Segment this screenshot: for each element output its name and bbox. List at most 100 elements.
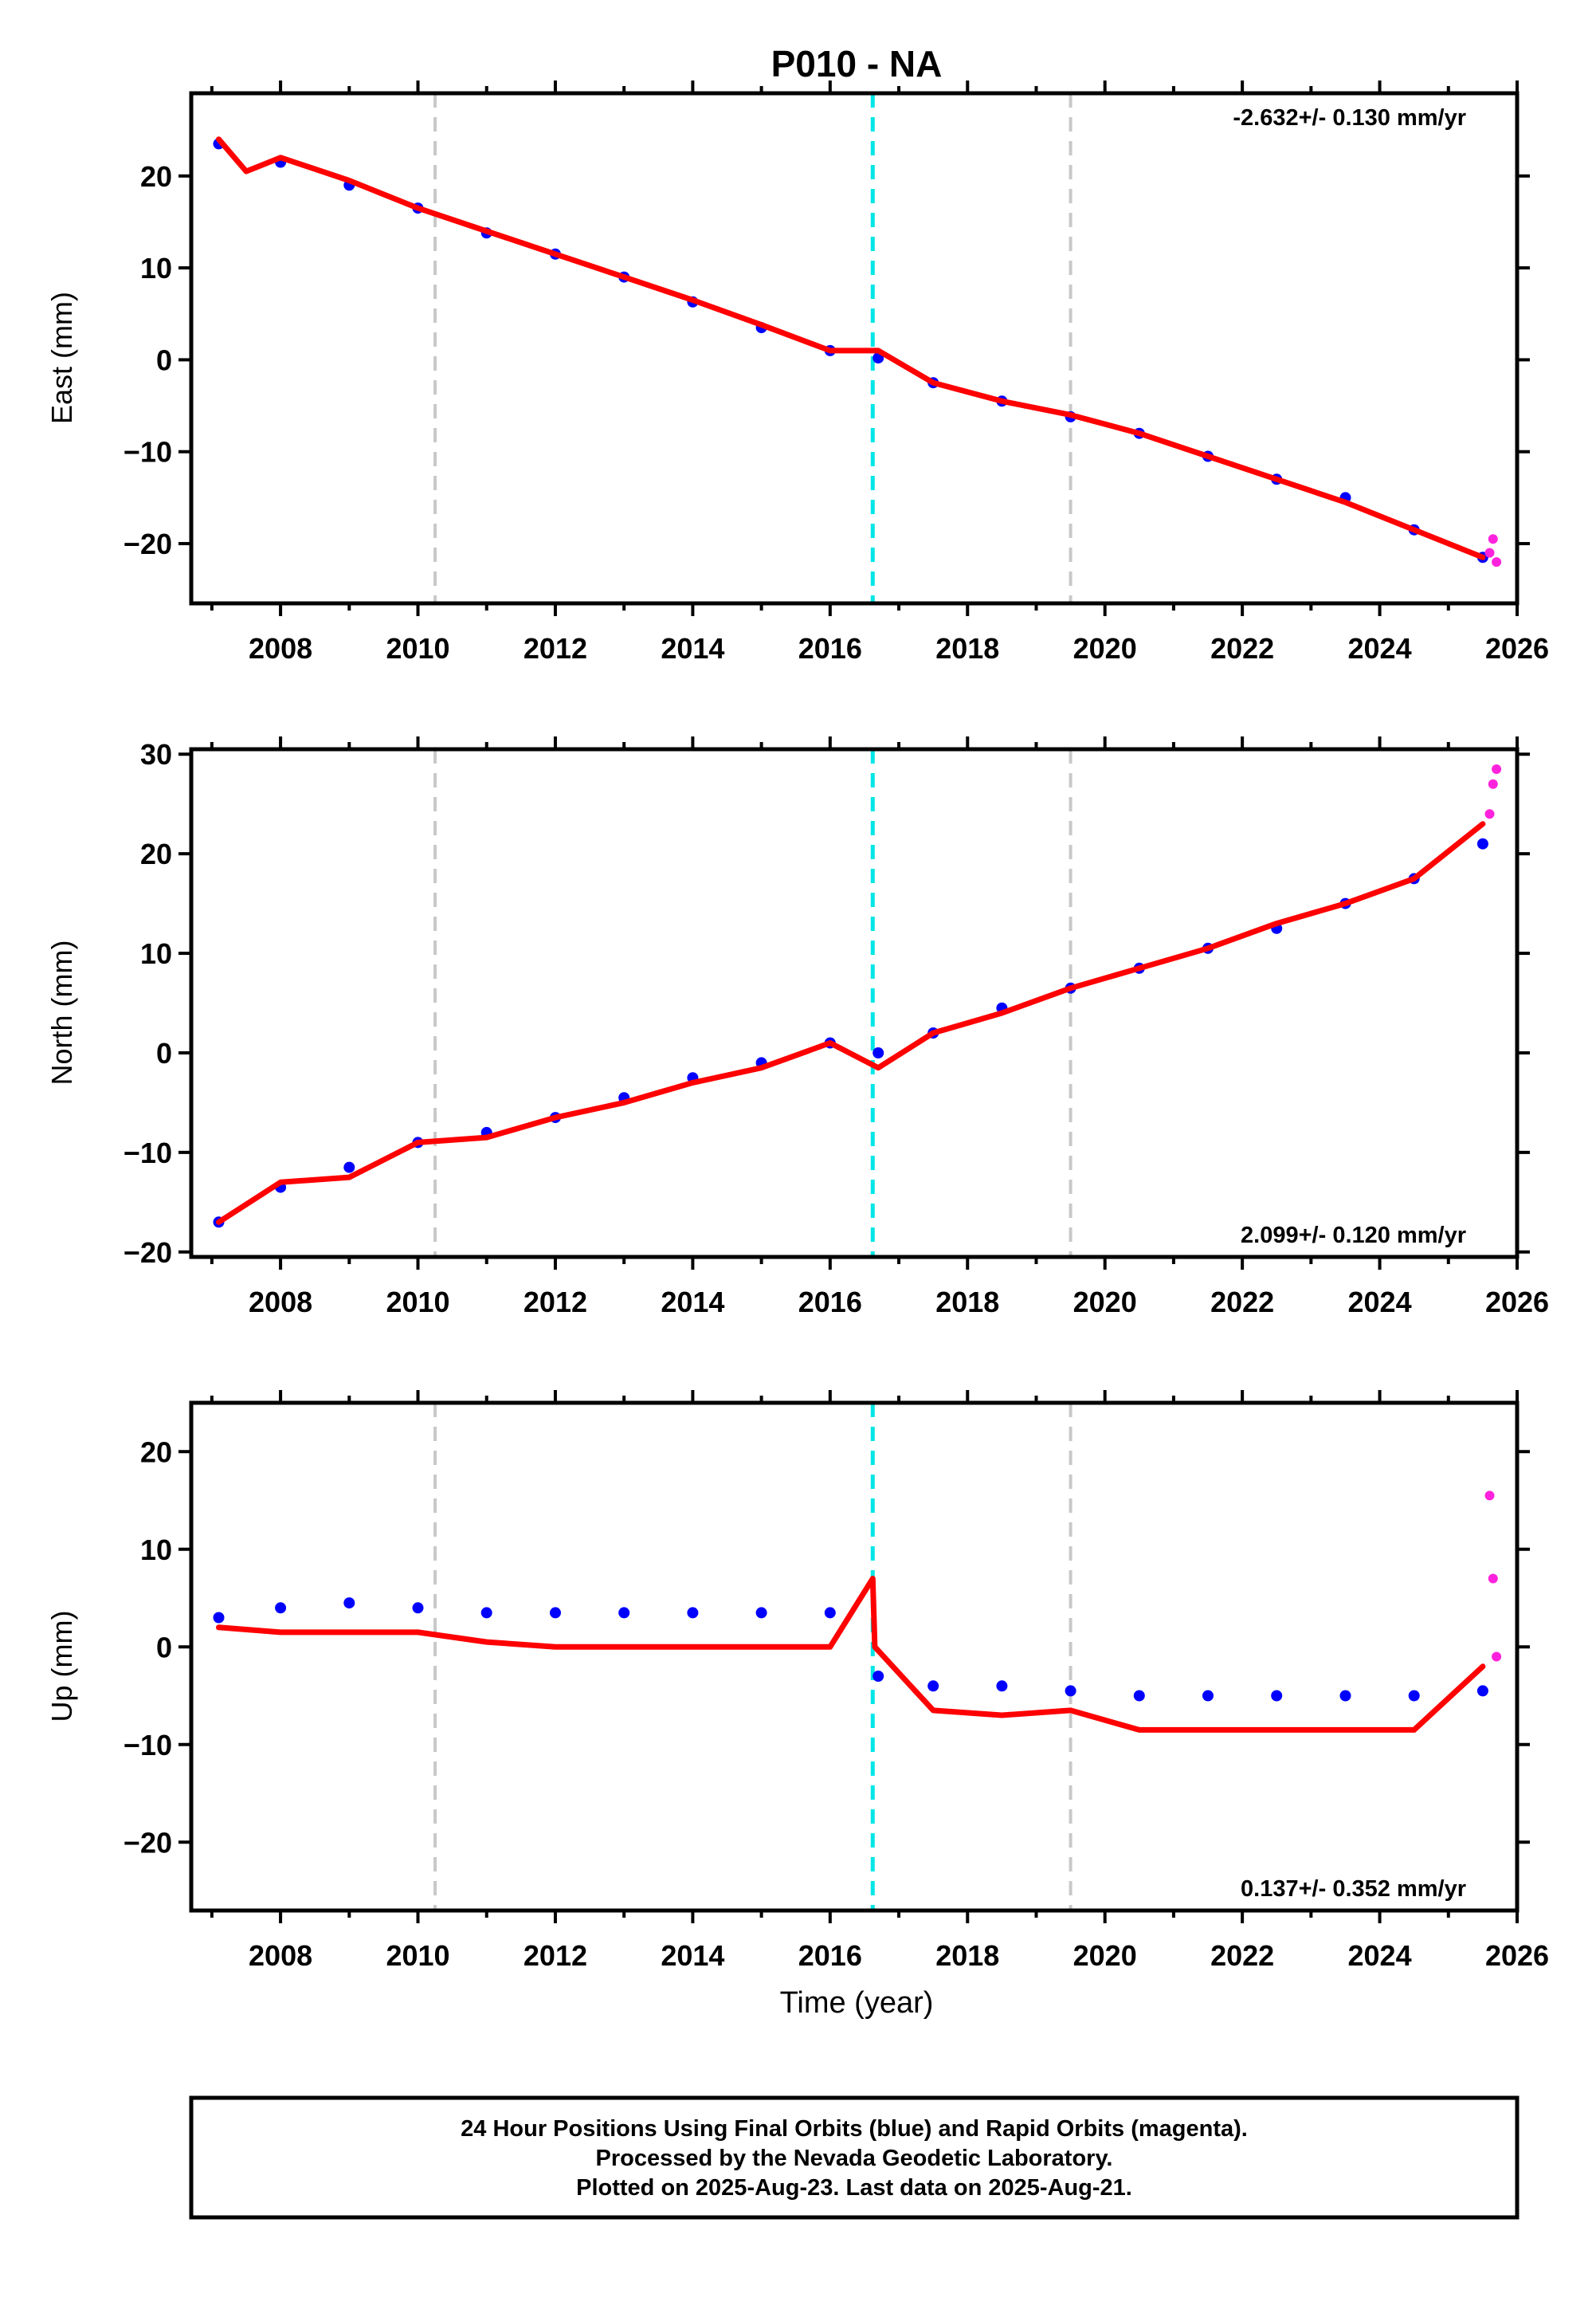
panel-3: −20 −10 0 10 20 2008 2010 2012 2014 2016 2018 2020 2…: [45, 1390, 1549, 1972]
final-orbits-point: [1476, 1685, 1488, 1697]
final-orbits-point: [618, 1607, 630, 1619]
rate-annotation: -2.632+/- 0.130 mm/yr: [1233, 105, 1466, 131]
x-tick-label: 2012: [524, 1286, 587, 1318]
final-orbits-point: [1133, 1690, 1145, 1702]
final-orbits-point: [873, 1047, 884, 1058]
x-tick-label: 2008: [249, 1286, 312, 1318]
x-tick-label: 2020: [1073, 1286, 1137, 1318]
y-tick-label: 0: [156, 344, 172, 376]
final-orbits-point: [927, 1680, 939, 1692]
x-tick-label: 2024: [1348, 1939, 1412, 1972]
rapid-orbits-point: [1484, 548, 1495, 558]
final-orbits-point: [1408, 1690, 1420, 1702]
model-curve-line: [216, 1576, 1486, 1733]
x-tick-label: 2020: [1073, 632, 1137, 665]
x-tick-label: 2022: [1210, 1939, 1274, 1972]
rapid-orbits-point: [1484, 809, 1495, 819]
panel-frame: [189, 91, 1520, 606]
final-orbits-point: [412, 1602, 424, 1614]
model-curve-line: [216, 821, 1486, 1225]
rate-annotation: 2.099+/- 0.120 mm/yr: [1241, 1223, 1466, 1248]
rapid-orbits-point: [1492, 1651, 1502, 1662]
model-curve-line: [216, 136, 1486, 560]
x-tick-label: 2010: [386, 1939, 449, 1972]
y-tick-label: −20: [124, 1826, 172, 1859]
x-tick-label: 2018: [935, 632, 999, 665]
y-tick-label: 30: [140, 738, 172, 771]
panel-frame: [189, 747, 1520, 1259]
final-orbits-point: [343, 1161, 355, 1173]
y-tick-label: 10: [140, 1534, 172, 1566]
footer-line-3: Plotted on 2025-Aug-23. Last data on 202…: [576, 2175, 1132, 2201]
final-orbits-point: [343, 1597, 355, 1609]
final-orbits-point: [1271, 1690, 1283, 1702]
x-tick-label: 2010: [386, 632, 449, 665]
y-tick-label: −20: [124, 1236, 172, 1269]
x-tick-label: 2010: [386, 1286, 449, 1318]
x-tick-label: 2014: [661, 1939, 724, 1972]
x-tick-label: 2018: [935, 1286, 999, 1318]
final-orbits-point: [996, 1680, 1008, 1692]
y-tick-label: −10: [124, 436, 172, 469]
y-axis-label: North (mm): [45, 941, 78, 1086]
y-tick-label: −10: [124, 1729, 172, 1761]
x-tick-label: 2026: [1485, 1286, 1549, 1318]
final-orbits-point: [1065, 1685, 1076, 1697]
x-tick-label: 2014: [661, 632, 724, 665]
x-tick-label: 2026: [1485, 632, 1549, 665]
footer-frame: [189, 2095, 1520, 2220]
y-tick-label: −20: [124, 528, 172, 560]
final-orbits-point: [687, 1607, 699, 1619]
x-tick-label: 2008: [249, 632, 312, 665]
y-tick-label: 0: [156, 1037, 172, 1070]
x-tick-label: 2022: [1210, 632, 1274, 665]
x-tick-label: 2026: [1485, 1939, 1549, 1972]
x-tick-label: 2012: [524, 632, 587, 665]
chart-title: P010 - NA: [771, 43, 943, 84]
panel-2: −20 −10 0 10 20 30 2008 2010 2012 2014 2016 2018 202…: [45, 736, 1549, 1318]
rapid-orbits-point: [1488, 779, 1498, 789]
y-axis-label: East (mm): [45, 292, 78, 424]
final-orbits-point: [480, 1607, 492, 1619]
final-orbits-point: [824, 1607, 836, 1619]
y-axis-label: Up (mm): [45, 1611, 78, 1722]
final-orbits-point: [1202, 1690, 1214, 1702]
x-tick-label: 2016: [798, 1286, 862, 1318]
x-axis-label: Time (year): [780, 1986, 934, 2020]
x-tick-label: 2022: [1210, 1286, 1274, 1318]
footer-line-2: Processed by the Nevada Geodetic Laborat…: [596, 2146, 1113, 2171]
rapid-orbits-point: [1492, 764, 1502, 774]
x-tick-label: 2012: [524, 1939, 587, 1972]
final-orbits-point: [1339, 1690, 1351, 1702]
rapid-orbits-point: [1484, 1490, 1495, 1501]
x-tick-label: 2024: [1348, 1286, 1412, 1318]
rapid-orbits-point: [1488, 534, 1498, 544]
x-tick-label: 2016: [798, 632, 862, 665]
final-orbits-point: [550, 1607, 561, 1619]
y-tick-label: 20: [140, 838, 172, 870]
x-tick-label: 2014: [661, 1286, 724, 1318]
final-orbits-point: [873, 1671, 884, 1682]
x-tick-label: 2016: [798, 1939, 862, 1972]
x-tick-label: 2020: [1073, 1939, 1137, 1972]
y-tick-label: −10: [124, 1137, 172, 1169]
rate-annotation: 0.137+/- 0.352 mm/yr: [1241, 1876, 1466, 1902]
y-tick-label: 10: [140, 252, 172, 285]
rapid-orbits-point: [1492, 557, 1502, 567]
panel-frame: [189, 1400, 1520, 1913]
final-orbits-point: [275, 1602, 287, 1614]
panel-1: −20 −10 0 10 20 2008 2010 2012 2014 2016 2018 2020 2…: [45, 81, 1549, 665]
x-tick-label: 2018: [935, 1939, 999, 1972]
rapid-orbits-point: [1488, 1573, 1498, 1584]
y-tick-label: 20: [140, 160, 172, 193]
final-orbits-point: [755, 1607, 767, 1619]
y-tick-label: 0: [156, 1631, 172, 1663]
footer-line-1: 24 Hour Positions Using Final Orbits (bl…: [461, 2116, 1248, 2142]
y-tick-label: 20: [140, 1435, 172, 1468]
footer-box: 24 Hour Positions Using Final Orbits (bl…: [189, 2095, 1520, 2220]
final-orbits-point: [1476, 838, 1488, 850]
y-tick-label: 10: [140, 937, 172, 970]
